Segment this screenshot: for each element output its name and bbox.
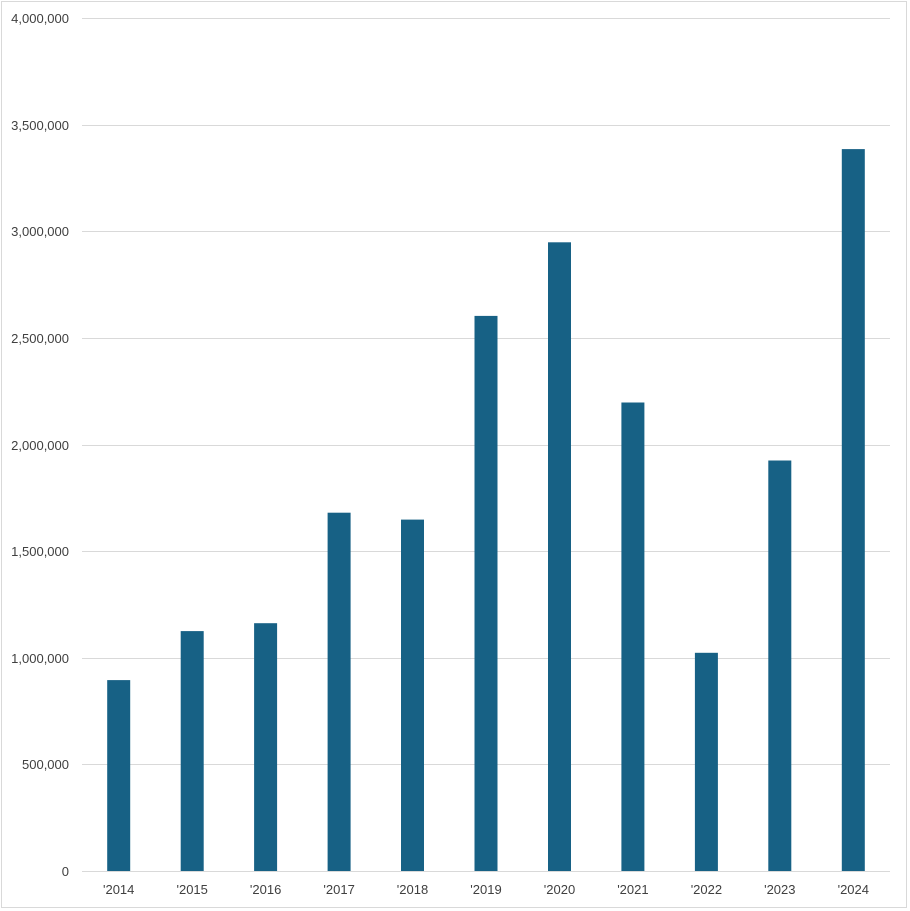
bar-2022 (694, 652, 718, 871)
x-tick-label: '2016 (250, 882, 281, 897)
bar-2024 (841, 149, 865, 872)
x-tick-label: '2020 (544, 882, 575, 897)
x-axis-tick-labels: '2014 '2015 '2016 '2017 '2018 '2019 '2020 '2021… (103, 882, 869, 897)
y-tick-label: 1,000,000 (11, 651, 69, 666)
y-tick-label: 0 (62, 864, 69, 879)
bar-2014 (107, 680, 131, 871)
x-tick-label: '2024 (838, 882, 869, 897)
x-tick-label: '2015 (176, 882, 207, 897)
bars (107, 149, 865, 872)
bar-2016 (254, 623, 278, 871)
y-tick-label: 500,000 (22, 757, 69, 772)
x-tick-label: '2019 (470, 882, 501, 897)
y-tick-label: 1,500,000 (11, 544, 69, 559)
x-tick-label: '2023 (764, 882, 795, 897)
bar-2018 (401, 519, 424, 871)
bar-2023 (768, 460, 792, 871)
x-tick-label: '2021 (617, 882, 648, 897)
x-tick-label: '2014 (103, 882, 134, 897)
x-tick-label: '2018 (397, 882, 428, 897)
y-axis-tick-labels: 0 500,000 1,000,000 1,500,000 2,000,000 2,500… (11, 11, 69, 879)
bar-2021 (621, 402, 645, 871)
bar-2019 (474, 315, 498, 871)
bar-2020 (548, 242, 571, 872)
y-tick-label: 2,000,000 (11, 438, 69, 453)
x-tick-label: '2017 (323, 882, 354, 897)
y-tick-label: 3,500,000 (11, 118, 69, 133)
x-tick-label: '2022 (691, 882, 722, 897)
bar-2017 (327, 512, 351, 871)
y-tick-label: 3,000,000 (11, 224, 69, 239)
y-tick-label: 2,500,000 (11, 331, 69, 346)
y-tick-label: 4,000,000 (11, 11, 69, 26)
bar-2015 (180, 631, 204, 871)
